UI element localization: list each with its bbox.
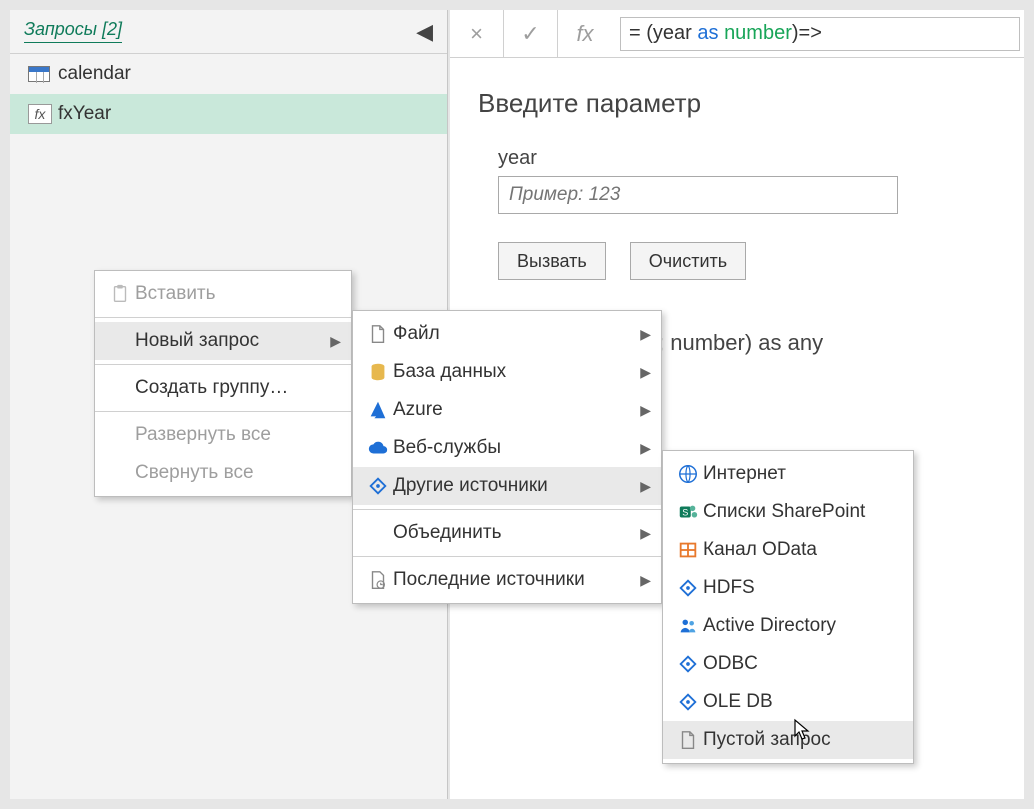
ctx-item-label: Последние источники: [393, 569, 585, 591]
chevron-right-icon: ▶: [640, 364, 651, 381]
ctx-item-label: Другие источники: [393, 475, 548, 497]
ctx-item-database[interactable]: База данных ▶: [353, 353, 661, 391]
recent-icon: [363, 569, 393, 591]
diamond-icon: [673, 691, 703, 713]
diamond-icon: [363, 475, 393, 497]
ctx-item-label: Канал OData: [703, 539, 817, 561]
function-signature: ; number) as any: [658, 330, 996, 356]
query-item-calendar[interactable]: calendar: [10, 54, 447, 94]
ctx-item-recent-sources[interactable]: Последние источники ▶: [353, 561, 661, 599]
formula-token: as: [697, 22, 724, 45]
ctx-item-label: Объединить: [393, 522, 501, 544]
ctx-separator: [95, 364, 351, 365]
query-item-fxyear[interactable]: fx fxYear: [10, 94, 447, 134]
ctx-item-sharepoint[interactable]: S Списки SharePoint: [663, 493, 913, 531]
chevron-right-icon: ▶: [640, 326, 651, 343]
odata-icon: [673, 539, 703, 561]
ctx-item-label: Списки SharePoint: [703, 501, 865, 523]
cancel-icon[interactable]: ×: [450, 10, 504, 57]
queries-title: Запросы [2]: [24, 19, 122, 44]
formula-token: = (: [629, 22, 653, 45]
ctx-item-label: Azure: [393, 399, 443, 421]
ctx-item-web[interactable]: Интернет: [663, 455, 913, 493]
ctx-item-hdfs[interactable]: HDFS: [663, 569, 913, 607]
ctx-item-blank-query[interactable]: Пустой запрос: [663, 721, 913, 759]
parameter-title: Введите параметр: [478, 88, 996, 119]
ctx-item-label: HDFS: [703, 577, 755, 599]
ctx-item-oledb[interactable]: OLE DB: [663, 683, 913, 721]
ctx-item-label: Интернет: [703, 463, 786, 485]
file-icon: [363, 323, 393, 345]
sharepoint-icon: S: [673, 501, 703, 523]
ctx-item-label: Развернуть все: [135, 424, 271, 446]
ctx-item-label: Вставить: [135, 283, 216, 305]
ctx-item-web-services[interactable]: Веб-службы ▶: [353, 429, 661, 467]
diamond-icon: [673, 653, 703, 675]
ctx-separator: [95, 317, 351, 318]
function-icon: fx: [28, 104, 58, 124]
ctx-item-file[interactable]: Файл ▶: [353, 315, 661, 353]
fx-icon[interactable]: fx: [558, 10, 612, 57]
globe-icon: [673, 463, 703, 485]
svg-text:S: S: [682, 508, 688, 518]
chevron-right-icon: ▶: [330, 333, 341, 350]
chevron-right-icon: ▶: [640, 525, 651, 542]
parameter-buttons: Вызвать Очистить: [498, 242, 996, 280]
commit-icon[interactable]: ✓: [504, 10, 558, 57]
ctx-item-label: OLE DB: [703, 691, 773, 713]
azure-icon: [363, 399, 393, 421]
ctx-item-label: База данных: [393, 361, 506, 383]
collapse-queries-icon[interactable]: ◀: [416, 19, 433, 45]
chevron-right-icon: ▶: [640, 402, 651, 419]
clear-button[interactable]: Очистить: [630, 242, 746, 280]
submenu-other-sources: Интернет S Списки SharePoint Канал OData…: [662, 450, 914, 764]
chevron-right-icon: ▶: [640, 440, 651, 457]
database-icon: [363, 361, 393, 383]
paste-icon: [105, 283, 135, 305]
context-menu: Вставить Новый запрос ▶ Создать группу… …: [94, 270, 352, 497]
chevron-right-icon: ▶: [640, 478, 651, 495]
parameter-input[interactable]: [498, 176, 898, 214]
ctx-item-label: Active Directory: [703, 615, 836, 637]
ctx-item-label: Свернуть все: [135, 462, 254, 484]
parameter-label: year: [498, 147, 996, 170]
chevron-right-icon: ▶: [640, 572, 651, 589]
table-icon: [28, 66, 58, 82]
ctx-item-label: Пустой запрос: [703, 729, 831, 751]
ctx-item-create-group[interactable]: Создать группу…: [95, 369, 351, 407]
ctx-separator: [353, 556, 661, 557]
blank-query-icon: [673, 729, 703, 751]
formula-token: number: [724, 22, 792, 45]
people-icon: [673, 615, 703, 637]
cloud-icon: [363, 437, 393, 459]
ctx-item-new-query[interactable]: Новый запрос ▶: [95, 322, 351, 360]
formula-input[interactable]: = ( year as number )=>: [620, 17, 1020, 51]
ctx-item-label: Веб-службы: [393, 437, 501, 459]
query-item-label: fxYear: [58, 103, 111, 125]
ctx-item-active-directory[interactable]: Active Directory: [663, 607, 913, 645]
queries-header: Запросы [2] ◀: [10, 10, 447, 54]
submenu-new-query: Файл ▶ База данных ▶ Azure ▶ Веб-службы …: [352, 310, 662, 604]
ctx-item-paste: Вставить: [95, 275, 351, 313]
ctx-item-collapse-all: Свернуть все: [95, 454, 351, 492]
ctx-item-expand-all: Развернуть все: [95, 416, 351, 454]
query-item-label: calendar: [58, 63, 131, 85]
ctx-item-combine[interactable]: Объединить ▶: [353, 514, 661, 552]
ctx-item-label: Создать группу…: [135, 377, 288, 399]
ctx-item-label: Файл: [393, 323, 440, 345]
ctx-item-label: ODBC: [703, 653, 758, 675]
ctx-item-odata[interactable]: Канал OData: [663, 531, 913, 569]
ctx-item-other-sources[interactable]: Другие источники ▶: [353, 467, 661, 505]
formula-token: year: [653, 22, 697, 45]
diamond-icon: [673, 577, 703, 599]
ctx-item-label: Новый запрос: [135, 330, 259, 352]
ctx-separator: [353, 509, 661, 510]
formula-bar: × ✓ fx = ( year as number )=>: [450, 10, 1024, 58]
formula-token: )=>: [792, 22, 822, 45]
ctx-item-odbc[interactable]: ODBC: [663, 645, 913, 683]
ctx-separator: [95, 411, 351, 412]
ctx-item-azure[interactable]: Azure ▶: [353, 391, 661, 429]
invoke-button[interactable]: Вызвать: [498, 242, 606, 280]
